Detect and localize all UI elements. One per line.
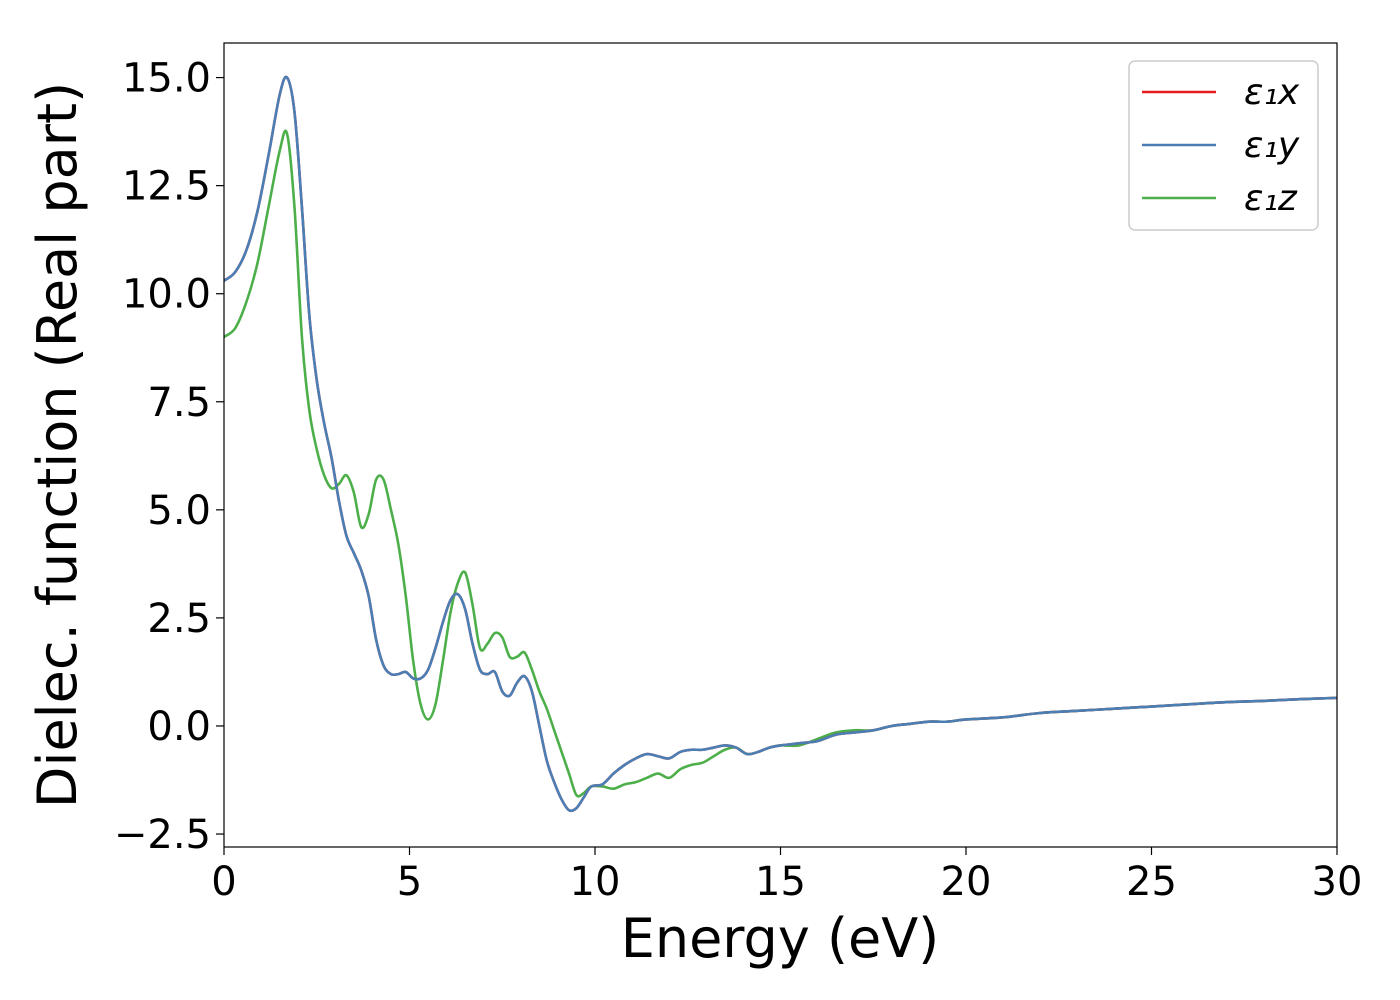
- legend: ε₁x ε₁y ε₁z: [1128, 60, 1319, 231]
- y-tick-label: −2.5: [114, 812, 211, 858]
- y-tick-label: 10.0: [122, 272, 211, 318]
- y-axis-title: Dielec. function (Real part): [26, 82, 89, 808]
- x-tick-label: 25: [1126, 859, 1177, 905]
- legend-label-2: ε₁y: [1244, 125, 1300, 166]
- x-tick-label: 5: [397, 859, 422, 905]
- x-tick-label: 0: [211, 859, 236, 905]
- series-line-2: [224, 75, 1337, 813]
- x-tick-label: 20: [941, 859, 992, 905]
- legend-label-3: ε₁z: [1244, 178, 1298, 219]
- legend-box: [1128, 60, 1319, 231]
- y-tick-label: 15.0: [122, 56, 211, 102]
- x-tick-label: 10: [570, 859, 621, 905]
- legend-label-1: ε₁x: [1244, 72, 1300, 113]
- series-layer: [224, 75, 1337, 813]
- y-tick-label: 7.5: [147, 380, 211, 426]
- x-tick-label: 30: [1312, 859, 1363, 905]
- y-tick-label: 5.0: [147, 488, 211, 534]
- x-axis-title: Energy (eV): [621, 907, 940, 970]
- y-tick-label: 0.0: [147, 704, 211, 750]
- y-tick-label: 12.5: [122, 164, 211, 210]
- y-axis: −2.5 0.0 2.5 5.0 7.5 10.0 12.5 15.0: [114, 56, 224, 858]
- x-tick-label: 15: [755, 859, 806, 905]
- y-tick-label: 2.5: [147, 596, 211, 642]
- x-axis: 0 5 10 15 20 25 30: [211, 847, 1362, 905]
